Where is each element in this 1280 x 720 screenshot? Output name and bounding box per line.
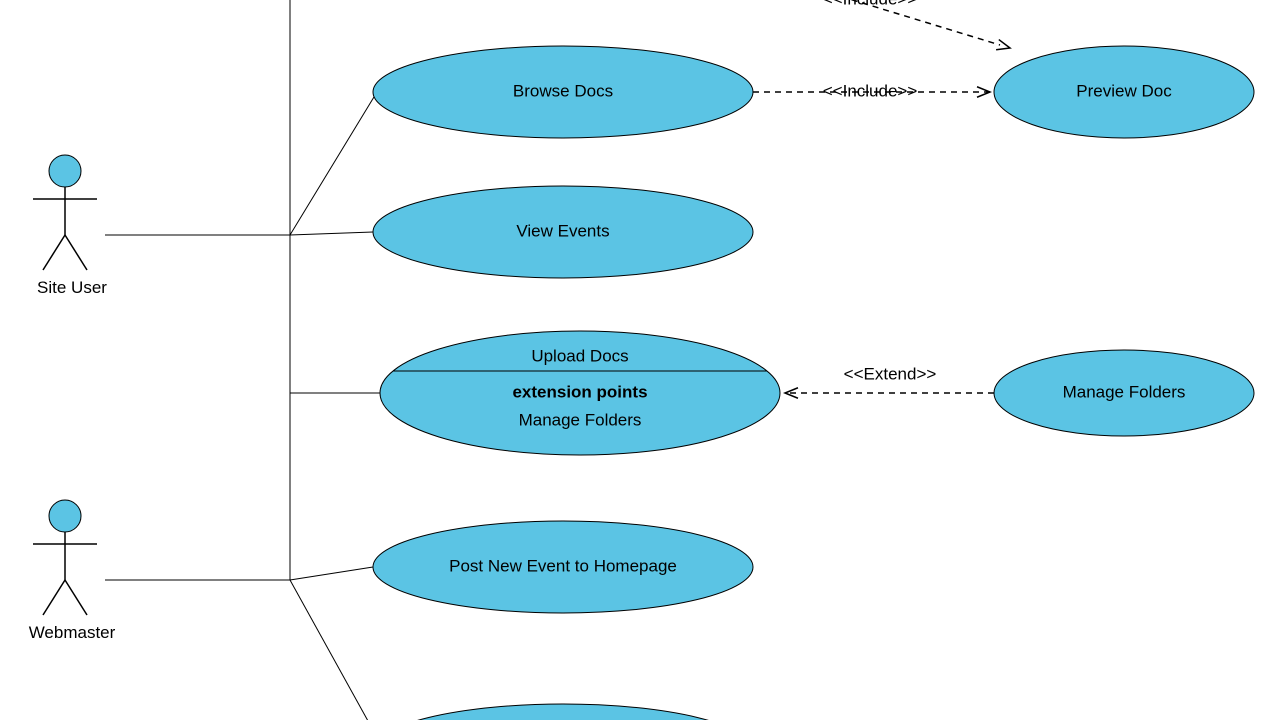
webmaster-label: Webmaster xyxy=(29,623,116,642)
siteUser-label: Site User xyxy=(37,278,107,297)
webmaster-leg-r xyxy=(65,580,87,615)
assoc-webmaster-upload xyxy=(290,393,380,580)
usecase-uploadDocs-label: Upload Docs xyxy=(531,346,628,365)
assoc-webmaster-offscreen xyxy=(290,580,373,720)
assoc-siteuser-upload xyxy=(290,235,380,393)
usecase-manageFolders-label: Manage Folders xyxy=(1063,382,1186,401)
usecase-uploadDocs-extheading: extension points xyxy=(512,382,647,401)
usecase-browseDocs-label: Browse Docs xyxy=(513,81,613,100)
usecase-previewDoc-label: Preview Doc xyxy=(1076,81,1172,100)
siteUser-leg-l xyxy=(43,235,65,270)
rel-include-browse-preview-label: <<Include>> xyxy=(823,81,918,100)
rel-extend-manage-upload-label: <<Extend>> xyxy=(844,364,937,383)
usecase-bottomPartial xyxy=(373,704,753,720)
webmaster-head xyxy=(49,500,81,532)
usecase-uploadDocs-extpoint: Manage Folders xyxy=(519,410,642,429)
webmaster-leg-l xyxy=(43,580,65,615)
siteUser-leg-r xyxy=(65,235,87,270)
assoc-siteuser-view xyxy=(290,232,373,235)
assoc-siteuser-browse xyxy=(290,92,377,235)
rel-include-top-arrowhead xyxy=(996,40,1010,50)
siteUser-head xyxy=(49,155,81,187)
rel-include-top-label: <<Include>> xyxy=(823,0,918,8)
usecase-viewEvents-label: View Events xyxy=(516,221,609,240)
assoc-webmaster-post xyxy=(290,567,373,580)
usecase-postEvent-label: Post New Event to Homepage xyxy=(449,556,677,575)
